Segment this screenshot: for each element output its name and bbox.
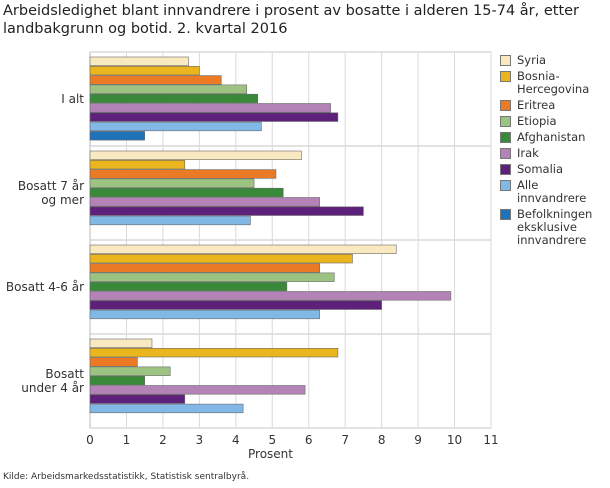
x-tick-label: 2 — [159, 433, 167, 447]
bar-bosnia-hercegovina — [89, 254, 353, 264]
bar-somalia — [89, 206, 364, 216]
legend-label: Eritrea — [517, 98, 556, 112]
bar-bosnia-hercegovina — [89, 66, 200, 76]
x-tick-label: 1 — [123, 433, 131, 447]
bar-bosnia-hercegovina — [89, 160, 186, 170]
bar-somalia — [89, 394, 186, 404]
bar-afghanistan — [89, 93, 258, 104]
legend-label: Syria — [517, 53, 547, 67]
bar-irak — [89, 291, 452, 301]
bar-alle-innvandrere — [89, 121, 262, 132]
legend-swatch — [500, 164, 511, 175]
category-label: og mer — [41, 193, 84, 207]
bar-syria — [89, 244, 397, 254]
legend-label: innvandrere — [517, 233, 587, 247]
legend-label: Etiopia — [517, 114, 557, 128]
legend-label: Somalia — [517, 162, 564, 176]
bar-afghanistan — [89, 375, 145, 386]
bar-etiopia — [89, 366, 171, 376]
x-tick-label: 6 — [305, 433, 313, 447]
x-tick-label: 8 — [378, 433, 386, 447]
legend-item: Befolkningen eksklusive innvandrere — [500, 208, 610, 247]
bar-etiopia — [89, 178, 255, 188]
x-tick-label: 3 — [196, 433, 204, 447]
x-tick-label: 4 — [232, 433, 240, 447]
x-tick-label: 11 — [483, 433, 498, 447]
legend-swatch — [500, 180, 511, 191]
bar-alle-innvandrere — [89, 309, 320, 320]
legend-item: Afghanistan — [500, 131, 610, 144]
bar-etiopia — [89, 84, 248, 94]
legend-label: Hercegovina — [517, 82, 590, 96]
bar-syria — [89, 338, 153, 348]
legend-item: Etiopia — [500, 115, 610, 128]
bar-irak — [89, 197, 320, 207]
legend-item: Irak — [500, 147, 610, 160]
legend-label: Befolkningen — [517, 207, 593, 221]
x-axis-label: Prosent — [248, 447, 293, 461]
bar-alle-innvandrere — [89, 215, 251, 226]
legend-swatch — [500, 55, 511, 66]
category-label: Bosatt 4-6 år — [6, 280, 84, 294]
legend-swatch — [500, 132, 511, 143]
bar-syria — [89, 56, 189, 66]
legend-swatch — [500, 116, 511, 127]
bar-irak — [89, 385, 306, 395]
bar-alle-innvandrere — [89, 403, 244, 414]
bar-eritrea — [89, 357, 138, 367]
legend-item: Bosnia- Hercegovina — [500, 70, 610, 96]
x-tick-label: 0 — [86, 433, 94, 447]
legend-swatch — [500, 100, 511, 111]
bar-somalia — [89, 112, 339, 122]
bar-etiopia — [89, 272, 335, 282]
category-label: Bosatt 7 år — [18, 179, 84, 193]
bar-eritrea — [89, 169, 277, 179]
legend-swatch — [500, 209, 511, 220]
bar-syria — [89, 150, 302, 160]
legend-label: Irak — [517, 146, 539, 160]
bar-irak — [89, 103, 331, 113]
x-tick-label: 10 — [447, 433, 462, 447]
legend-item: Alle innvandrere — [500, 179, 610, 205]
legend-label: Bosnia- — [517, 69, 560, 83]
x-tick-label: 9 — [414, 433, 422, 447]
legend-label: eksklusive — [517, 220, 577, 234]
category-label: Bosatt — [45, 367, 84, 381]
bar-bosnia-hercegovina — [89, 347, 339, 358]
legend-swatch — [500, 148, 511, 159]
bar-eritrea — [89, 75, 222, 85]
category-label: I alt — [61, 92, 84, 106]
legend-item: Syria — [500, 54, 610, 67]
bar-afghanistan — [89, 187, 284, 198]
bar-afghanistan — [89, 281, 288, 292]
legend-label: Afghanistan — [517, 130, 586, 144]
bar-befolkningen-eksklusive-innvandrere — [89, 131, 145, 141]
legend-swatch — [500, 71, 511, 82]
legend: Syria Bosnia- Hercegovina Eritrea Etiopia Afg… — [500, 54, 610, 250]
x-tick-label: 7 — [341, 433, 349, 447]
bar-eritrea — [89, 263, 320, 273]
x-tick-label: 5 — [268, 433, 276, 447]
source-note: Kilde: Arbeidsmarkedsstatistikk, Statist… — [3, 472, 250, 482]
bar-somalia — [89, 300, 382, 310]
legend-label: innvandrere — [517, 191, 587, 205]
legend-item: Somalia — [500, 163, 610, 176]
legend-item: Eritrea — [500, 99, 610, 112]
category-label: under 4 år — [21, 381, 84, 395]
chart-title: Arbeidsledighet blant innvandrere i pros… — [3, 3, 580, 37]
legend-label: Alle — [517, 178, 539, 192]
